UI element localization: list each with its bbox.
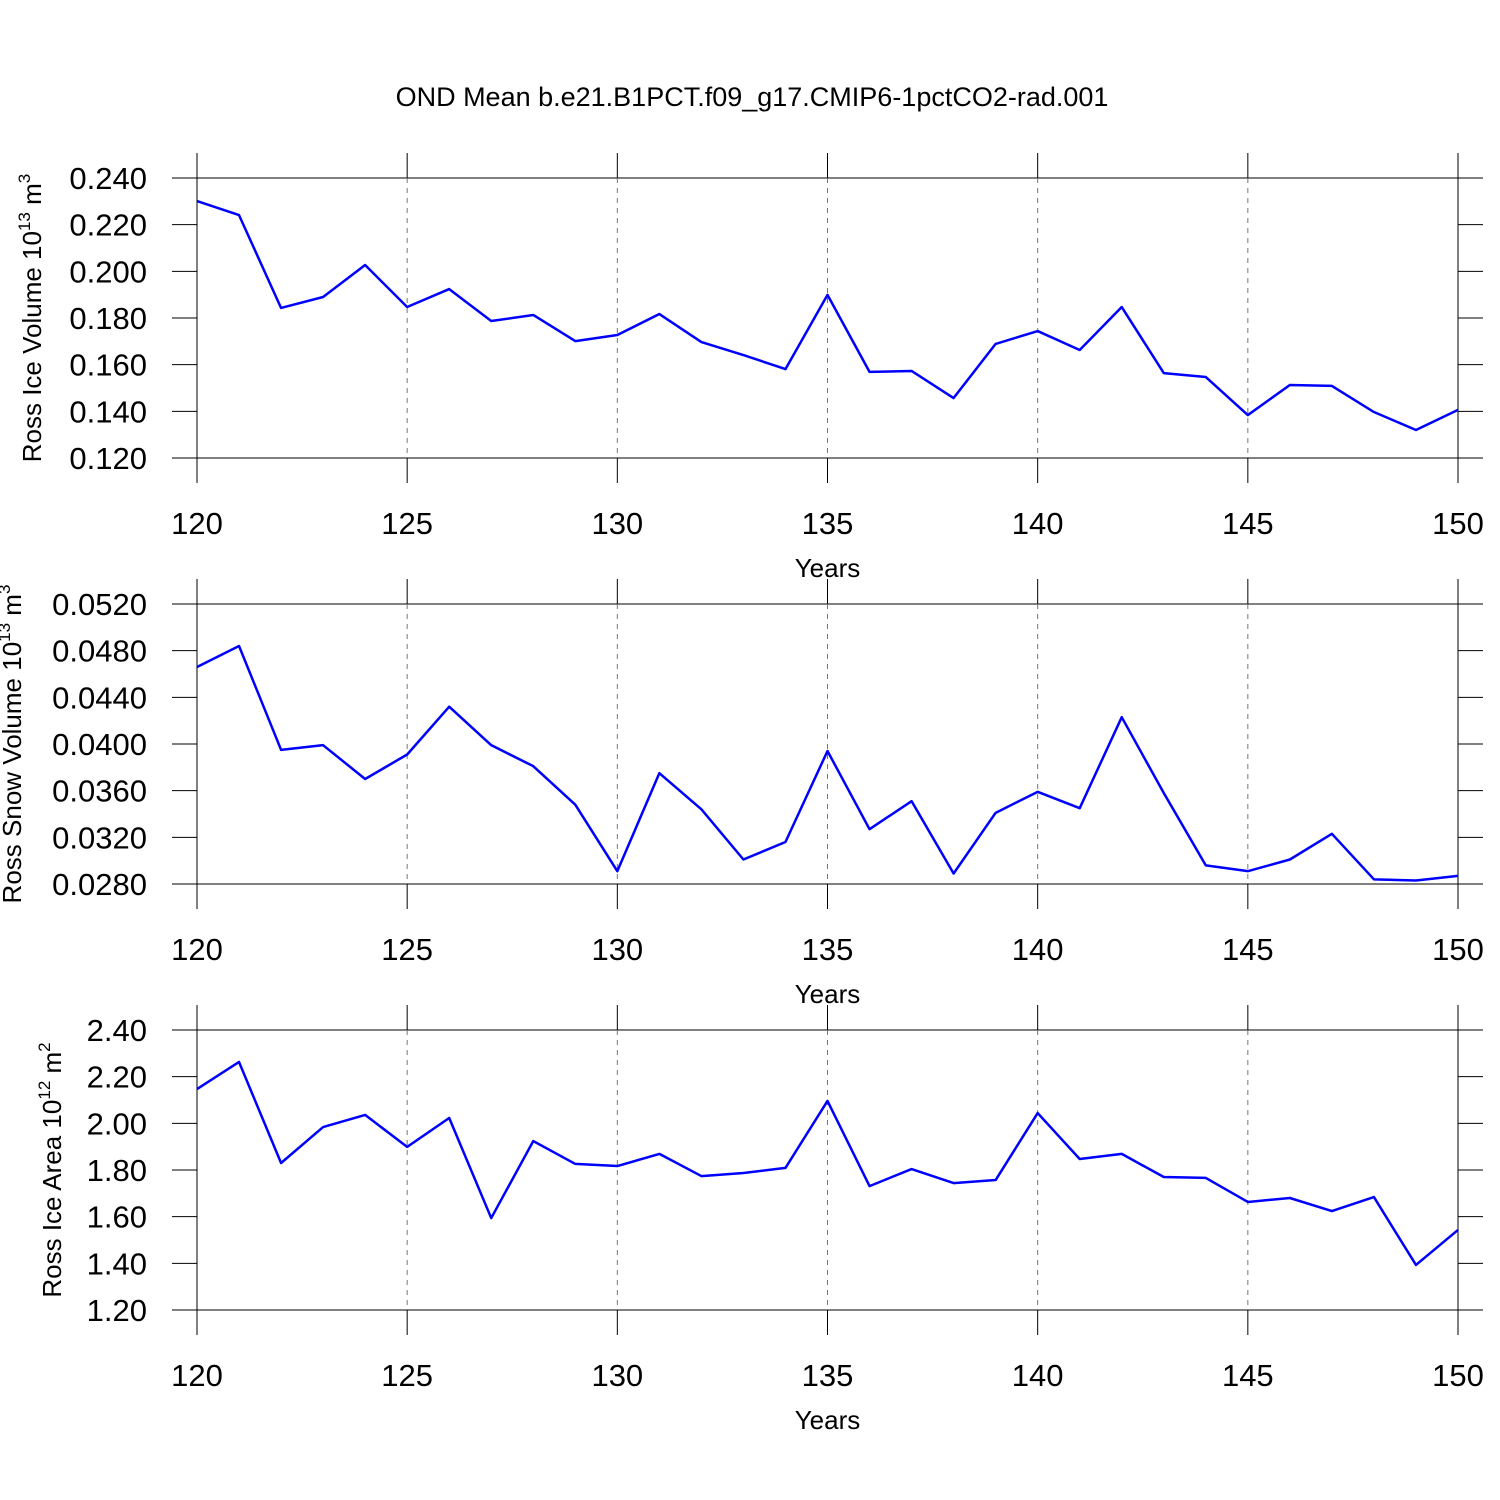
y-tick-label: 0.0320 <box>52 820 147 855</box>
y-tick-label: 2.00 <box>87 1106 147 1141</box>
y-axis-label-part: m <box>17 183 47 212</box>
y-tick-label: 1.20 <box>87 1293 147 1328</box>
y-tick-label: 0.200 <box>69 254 147 289</box>
x-tick-label: 140 <box>1012 932 1064 967</box>
x-tick-label: 140 <box>1012 1358 1064 1393</box>
y-axis-label: Ross Snow Volume 1013 m3 <box>0 585 27 904</box>
y-axis-label-superscript: 13 <box>15 212 34 231</box>
data-line <box>196 199 1459 432</box>
y-axis-label-superscript: 3 <box>0 585 14 594</box>
x-axis-label: Years <box>795 979 861 1009</box>
x-axis-label: Years <box>795 553 861 583</box>
y-tick-label: 0.140 <box>69 394 147 429</box>
data-line <box>196 644 1459 882</box>
data-line <box>196 1060 1459 1267</box>
x-tick-label: 145 <box>1222 506 1274 541</box>
y-tick-label: 2.20 <box>87 1060 147 1095</box>
x-tick-label: 120 <box>171 932 223 967</box>
x-tick-label: 130 <box>591 932 643 967</box>
y-tick-label: 0.0280 <box>52 867 147 902</box>
y-axis-label-superscript: 3 <box>15 174 34 183</box>
x-tick-label: 135 <box>802 1358 854 1393</box>
x-tick-label: 145 <box>1222 932 1274 967</box>
y-tick-label: 0.180 <box>69 301 147 336</box>
x-tick-label: 125 <box>381 932 433 967</box>
y-axis-label: Ross Ice Volume 1013 m3 <box>15 174 47 463</box>
y-tick-label: 0.220 <box>69 208 147 243</box>
y-axis-label-part: Ross Ice Area 10 <box>37 1100 67 1298</box>
y-axis-label-part: m <box>0 594 27 623</box>
x-tick-label: 120 <box>171 506 223 541</box>
y-tick-label: 1.80 <box>87 1153 147 1188</box>
x-tick-label: 150 <box>1432 932 1484 967</box>
y-tick-label: 0.0440 <box>52 680 147 715</box>
y-tick-label: 1.40 <box>87 1246 147 1281</box>
x-tick-label: 135 <box>802 506 854 541</box>
y-axis-label-part: m <box>37 1052 67 1081</box>
y-axis-label: Ross Ice Area 1012 m2 <box>35 1042 67 1297</box>
y-tick-label: 2.40 <box>87 1013 147 1048</box>
y-axis-label-superscript: 13 <box>0 623 14 642</box>
x-tick-label: 125 <box>381 1358 433 1393</box>
y-axis-label-part: Ross Snow Volume 10 <box>0 642 27 904</box>
x-tick-label: 130 <box>591 506 643 541</box>
y-axis-label-part: Ross Ice Volume 10 <box>17 231 47 462</box>
y-tick-label: 0.240 <box>69 161 147 196</box>
y-tick-label: 0.0480 <box>52 634 147 669</box>
x-tick-label: 140 <box>1012 506 1064 541</box>
y-tick-label: 0.0400 <box>52 727 147 762</box>
x-tick-label: 150 <box>1432 1358 1484 1393</box>
y-tick-label: 0.0520 <box>52 587 147 622</box>
x-axis-label: Years <box>795 1405 861 1435</box>
y-axis-label-superscript: 2 <box>35 1042 54 1051</box>
y-tick-label: 0.0360 <box>52 774 147 809</box>
x-tick-label: 130 <box>591 1358 643 1393</box>
x-tick-label: 120 <box>171 1358 223 1393</box>
x-tick-label: 135 <box>802 932 854 967</box>
y-tick-label: 0.160 <box>69 348 147 383</box>
y-tick-label: 1.60 <box>87 1200 147 1235</box>
x-tick-label: 150 <box>1432 506 1484 541</box>
y-axis-label-superscript: 12 <box>35 1081 54 1100</box>
y-tick-label: 0.120 <box>69 441 147 476</box>
chart-title: OND Mean b.e21.B1PCT.f09_g17.CMIP6-1pctC… <box>396 82 1109 112</box>
x-tick-label: 145 <box>1222 1358 1274 1393</box>
x-tick-label: 125 <box>381 506 433 541</box>
